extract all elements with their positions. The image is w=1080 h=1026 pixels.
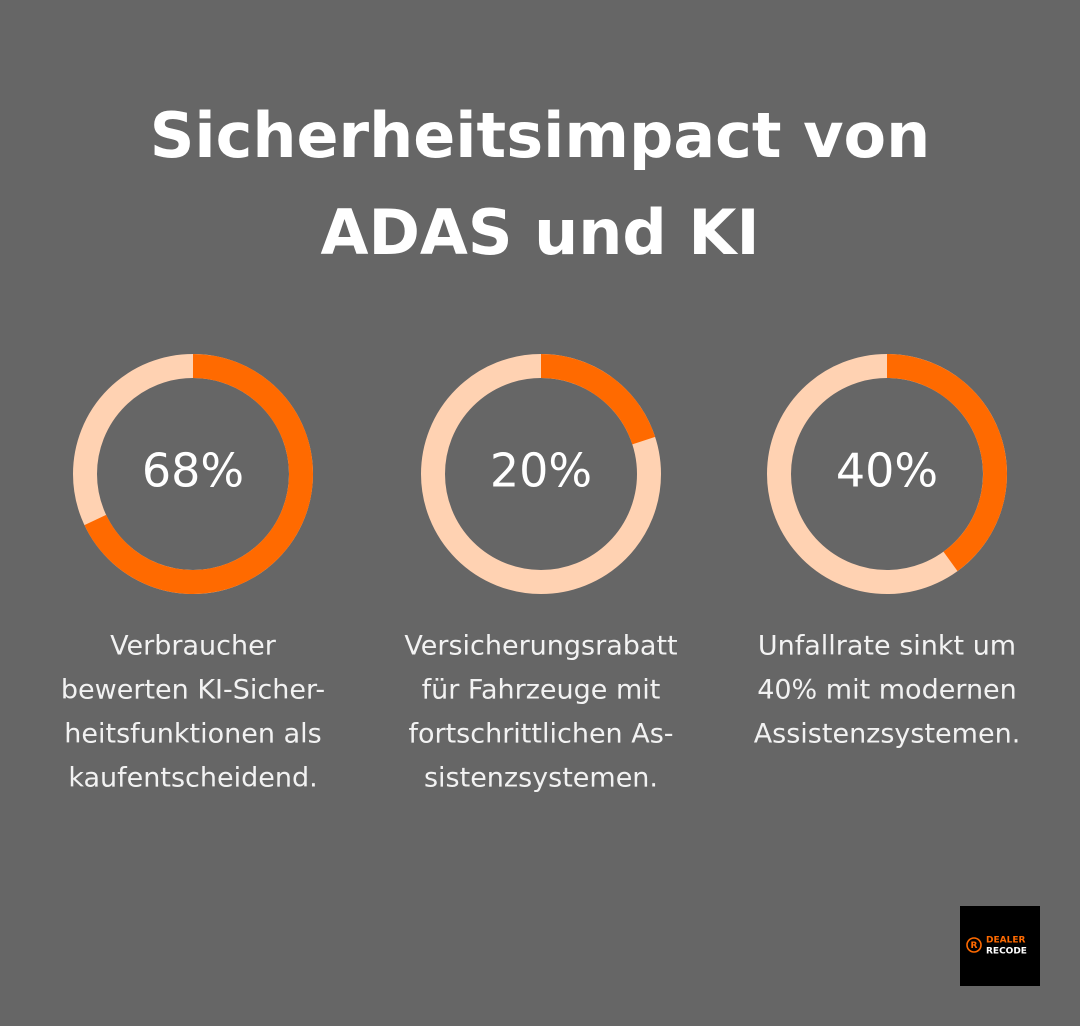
donut-arc (886, 354, 1007, 572)
logo-text: DEALER (986, 936, 1025, 946)
caption-line: Assistenzsystemen. (754, 719, 1021, 750)
donut-value-label: 68% (142, 444, 244, 498)
caption-line: Versicherungsrabatt (404, 631, 677, 662)
donut-value-label: 20% (490, 444, 592, 498)
caption-line: Verbraucher (110, 631, 277, 662)
logo-icon-letter: R (971, 941, 978, 951)
donut-arc (84, 354, 313, 594)
caption-line: bewerten KI-Sicher- (61, 675, 325, 706)
logo-text: RECODE (986, 947, 1027, 957)
logo-icon (966, 937, 982, 953)
logo: R DEALER RECODE (960, 906, 1040, 986)
donut-arc (540, 354, 656, 445)
caption-line: heitsfunktionen als (64, 719, 321, 750)
title-line: Sicherheitsimpact von (150, 99, 931, 172)
caption-line: 40% mit modernen (757, 675, 1017, 706)
logo-box (960, 906, 1040, 986)
caption-line: sistenzsystemen. (424, 763, 658, 794)
caption-line: fortschrittlichen As- (408, 719, 673, 750)
caption-line: für Fahrzeuge mit (422, 675, 661, 706)
donut-value-label: 40% (836, 444, 938, 498)
caption-line: Unfallrate sinkt um (758, 631, 1016, 662)
title-line: ADAS und KI (320, 196, 759, 269)
caption-line: kaufentscheidend. (68, 763, 317, 794)
